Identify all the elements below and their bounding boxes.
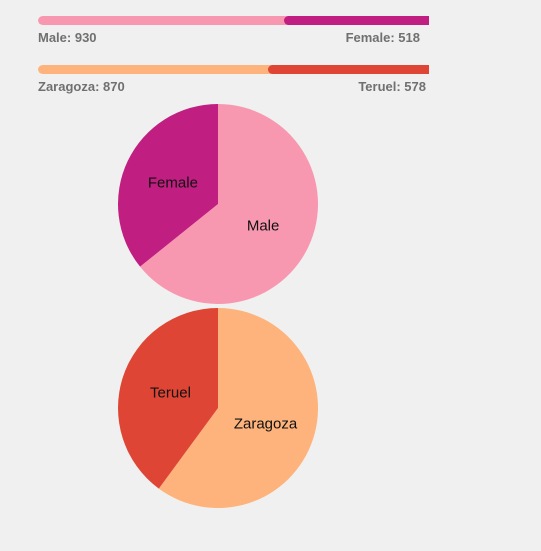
pie-slice-female — [118, 104, 218, 267]
zaragoza-count-label: Zaragoza: 870 — [38, 79, 125, 94]
gender-stacked-bar — [38, 16, 429, 25]
city-pie-chart: Zaragoza Teruel — [118, 308, 319, 509]
pie-label-female: Female — [148, 174, 198, 191]
city-stacked-bar — [38, 65, 429, 74]
pie-label-teruel: Teruel — [150, 384, 191, 401]
bar-segment-zaragoza — [38, 65, 273, 74]
city-summary-bar: Zaragoza: 870 Teruel: 578 — [38, 65, 429, 94]
pie-slice-zaragoza — [158, 308, 319, 509]
pie-slice-teruel — [118, 308, 218, 489]
female-count-label: Female: 518 — [345, 30, 420, 45]
bar-segment-male — [38, 16, 289, 25]
male-count-label: Male: 930 — [38, 30, 97, 45]
gender-summary-bar: Male: 930 Female: 518 — [38, 16, 429, 45]
teruel-count-label: Teruel: 578 — [358, 79, 426, 94]
bar-segment-teruel — [268, 65, 429, 74]
pie-label-male: Male — [247, 218, 280, 235]
bar-segment-female — [284, 16, 429, 25]
pie-slice-male — [140, 104, 319, 304]
gender-pie-chart: Male Female — [118, 104, 319, 304]
pie-label-zaragoza: Zaragoza — [234, 416, 298, 433]
